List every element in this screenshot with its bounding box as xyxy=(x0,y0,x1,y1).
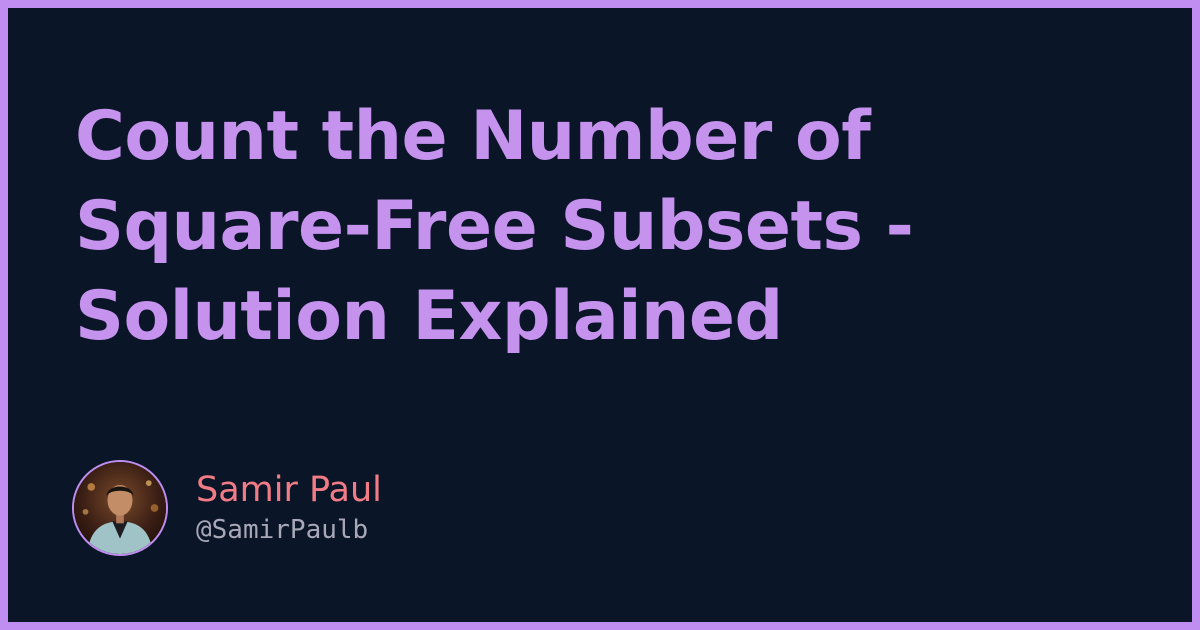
article-card: Count the Number of Square-Free Subsets … xyxy=(8,8,1192,622)
title-line-2: Square-Free Subsets - xyxy=(75,187,914,266)
author-block: Samir Paul @SamirPaulb xyxy=(72,458,382,558)
author-meta: Samir Paul @SamirPaulb xyxy=(196,468,382,548)
author-handle: @SamirPaulb xyxy=(196,515,369,545)
avatar xyxy=(72,460,168,556)
title-line-1: Count the Number of xyxy=(75,97,871,176)
article-title: Count the Number of Square-Free Subsets … xyxy=(75,92,1155,362)
author-name: Samir Paul xyxy=(196,470,382,510)
author-photo-icon xyxy=(74,462,166,554)
title-line-3: Solution Explained xyxy=(75,277,783,356)
